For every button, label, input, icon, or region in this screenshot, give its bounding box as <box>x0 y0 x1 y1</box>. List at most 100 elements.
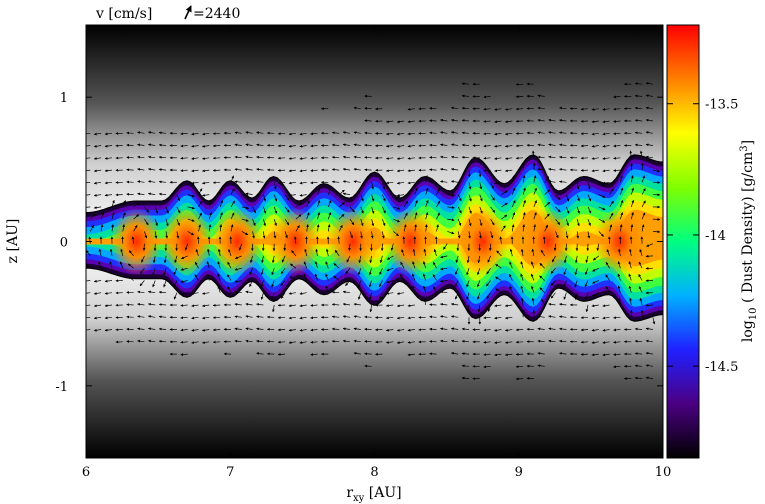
velocity-arrow <box>591 341 599 344</box>
velocity-arrow <box>602 108 610 111</box>
velocity-arrow <box>349 206 355 213</box>
velocity-arrow <box>494 157 502 160</box>
velocity-arrow <box>555 218 561 225</box>
velocity-arrow <box>314 285 318 293</box>
velocity-arrow <box>641 224 645 232</box>
velocity-arrow <box>147 302 156 306</box>
velocity-arrow <box>468 219 472 227</box>
velocity-arrow <box>245 155 253 159</box>
velocity-arrow <box>382 218 386 227</box>
velocity-arrow <box>494 341 502 344</box>
velocity-arrow <box>234 327 242 331</box>
velocity-arrow <box>126 143 134 147</box>
velocity-arrow <box>504 120 513 124</box>
velocity-arrow <box>152 255 156 264</box>
velocity-arrow <box>317 212 321 220</box>
velocity-arrow <box>364 106 372 110</box>
velocity-arrow <box>86 193 91 197</box>
velocity-arrow <box>147 192 156 196</box>
velocity-arrow <box>634 82 643 86</box>
velocity-arrow <box>629 297 632 306</box>
velocity-arrow <box>591 304 599 308</box>
density-peak <box>326 207 379 276</box>
velocity-arrow <box>126 168 134 172</box>
velocity-arrow <box>234 143 242 147</box>
velocity-arrow <box>93 304 102 308</box>
velocity-arrow <box>598 182 605 187</box>
velocity-arrow <box>207 248 210 256</box>
velocity-arrow <box>176 218 180 226</box>
velocity-arrow <box>609 212 614 220</box>
velocity-arrow <box>147 290 156 294</box>
velocity-arrow <box>158 327 167 331</box>
velocity-arrow <box>407 304 415 307</box>
velocity-arrow <box>93 144 102 148</box>
velocity-arrow <box>208 224 212 232</box>
velocity-arrow <box>483 353 491 356</box>
velocity-arrow <box>537 168 545 171</box>
velocity-arrow <box>407 120 415 123</box>
velocity-arrow <box>457 194 462 202</box>
velocity-arrow <box>486 268 491 275</box>
velocity-arrow <box>483 316 491 320</box>
velocity-arrow <box>98 261 102 269</box>
velocity-arrow <box>504 328 513 332</box>
velocity-arrow <box>122 224 125 232</box>
velocity-arrow <box>288 193 296 197</box>
velocity-arrow <box>537 315 545 319</box>
velocity-arrow <box>234 168 242 171</box>
velocity-arrow <box>342 167 351 171</box>
velocity-arrow <box>501 190 508 195</box>
velocity-arrow <box>548 143 556 147</box>
y-tick-label: 1 <box>60 91 68 106</box>
velocity-arrow <box>652 317 656 325</box>
velocity-arrow <box>212 328 221 332</box>
y-axis-label: z [AU] <box>5 219 21 264</box>
velocity-arrow <box>120 248 124 256</box>
velocity-arrow <box>353 131 361 134</box>
velocity-arrow <box>602 341 610 344</box>
velocity-arrow <box>440 339 448 343</box>
velocity-arrow <box>230 212 235 220</box>
velocity-arrow <box>450 155 459 159</box>
velocity-arrow <box>256 180 264 184</box>
velocity-arrow <box>165 231 169 239</box>
velocity-arrow <box>364 119 372 123</box>
velocity-arrow <box>283 243 287 251</box>
velocity-arrow <box>504 353 513 357</box>
x-tick-label: 7 <box>226 465 234 480</box>
velocity-arrow <box>407 107 415 111</box>
velocity-arrow <box>180 340 188 344</box>
velocity-arrow <box>645 254 653 258</box>
velocity-arrow <box>461 143 470 147</box>
velocity-arrow <box>634 376 643 380</box>
velocity-arrow <box>256 131 264 135</box>
velocity-arrow <box>592 292 599 297</box>
velocity-arrow <box>634 364 643 368</box>
velocity-arrow <box>262 231 266 239</box>
velocity-arrow <box>173 280 178 288</box>
velocity-arrow <box>385 169 394 173</box>
velocity-arrow <box>288 144 296 148</box>
velocity-legend: v [cm/s] =2440 <box>95 5 240 22</box>
velocity-arrow <box>163 280 167 288</box>
velocity-arrow <box>641 188 646 195</box>
velocity-arrow <box>353 106 361 110</box>
velocity-arrow <box>559 155 567 159</box>
velocity-arrow <box>299 304 307 308</box>
velocity-arrow <box>548 302 556 306</box>
velocity-arrow <box>609 224 613 232</box>
velocity-arrow <box>369 304 373 313</box>
velocity-arrow <box>520 248 524 256</box>
velocity-arrow <box>385 340 394 344</box>
velocity-arrow <box>126 315 134 319</box>
velocity-arrow <box>515 328 524 332</box>
velocity-arrow <box>602 181 610 185</box>
velocity-arrow <box>261 255 264 264</box>
velocity-arrow <box>574 255 578 264</box>
velocity-arrow <box>180 132 188 136</box>
velocity-arrow <box>234 290 242 294</box>
velocity-arrow <box>494 304 502 308</box>
velocity-arrow <box>461 376 470 380</box>
velocity-arrow <box>396 341 405 344</box>
